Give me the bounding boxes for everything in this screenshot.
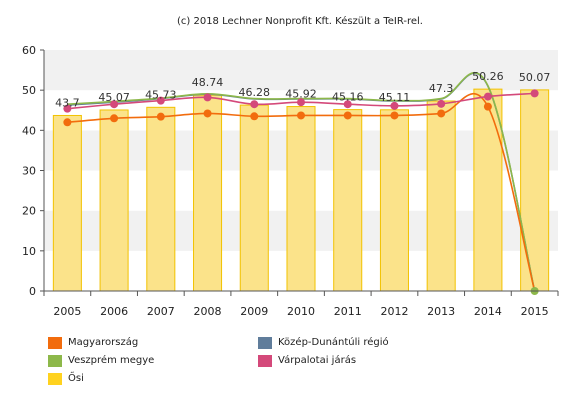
x-tick-label-2008: 2008 xyxy=(194,305,222,318)
bar-2008[interactable] xyxy=(193,94,223,292)
y-tick-label-50: 50 xyxy=(22,84,36,97)
x-tick-label-2007: 2007 xyxy=(147,305,175,318)
legend-item-veszprem-megye[interactable]: Veszprém megye xyxy=(48,354,154,368)
y-tick-label-20: 20 xyxy=(22,205,36,218)
data-label-2015: 50.07 xyxy=(519,71,551,84)
bar-2011[interactable] xyxy=(333,109,363,292)
x-tick-label-2010: 2010 xyxy=(287,305,315,318)
legend-label: Veszprém megye xyxy=(68,355,155,366)
data-label-2011: 45.16 xyxy=(332,91,364,104)
point-v-rpalotai-j-r-s-2012[interactable] xyxy=(390,101,399,110)
series-points xyxy=(63,89,539,295)
point-magyarorsz-g-2013[interactable] xyxy=(437,109,446,118)
legend-item-kozep-dunantuli-regio[interactable]: Közép-Dunántúli régió xyxy=(258,336,389,350)
point-v-rpalotai-j-r-s-2006[interactable] xyxy=(110,100,119,109)
bars xyxy=(52,88,550,292)
bar-2006[interactable] xyxy=(99,109,129,292)
legend-swatch xyxy=(48,337,62,349)
legend-swatch xyxy=(258,355,272,367)
legend-label: Várpalotai járás xyxy=(278,355,357,366)
point-v-rpalotai-j-r-s-2015[interactable] xyxy=(530,89,539,98)
legend-label: Ősi xyxy=(68,373,84,384)
y-tick-label-30: 30 xyxy=(22,165,36,178)
legend: Magyarország Közép-Dunántúli régió Veszp… xyxy=(48,336,568,396)
point-magyarorsz-g-2014[interactable] xyxy=(483,102,492,111)
bar-2014[interactable] xyxy=(473,88,503,292)
data-label-2005: 43.7 xyxy=(55,96,80,109)
data-label-2012: 45.11 xyxy=(379,91,411,104)
bar-2007[interactable] xyxy=(146,106,176,292)
point-magyarorsz-g-2010[interactable] xyxy=(297,111,305,120)
point-v-rpalotai-j-r-s-2013[interactable] xyxy=(437,99,446,108)
point-v-rpalotai-j-r-s-2009[interactable] xyxy=(250,100,259,109)
data-label-2009: 46.28 xyxy=(239,86,271,99)
point-v-rpalotai-j-r-s-2011[interactable] xyxy=(343,100,352,109)
point-magyarorsz-g-2008[interactable] xyxy=(203,109,212,118)
x-tick-label-2012: 2012 xyxy=(380,305,408,318)
series-line-veszpr-m-megye xyxy=(67,71,536,292)
point-magyarorsz-g-2006[interactable] xyxy=(110,114,119,123)
data-label-2010: 45.92 xyxy=(285,88,317,101)
legend-item-osi[interactable]: Ősi xyxy=(48,372,84,386)
y-tick-label-60: 60 xyxy=(22,44,36,57)
point-v-rpalotai-j-r-s-2005[interactable] xyxy=(63,104,72,113)
point-magyarorsz-g-2005[interactable] xyxy=(63,118,72,127)
point-v-rpalotai-j-r-s-2010[interactable] xyxy=(297,98,305,107)
x-tick-label-2014: 2014 xyxy=(474,305,502,318)
data-label-2014: 50.26 xyxy=(472,70,504,83)
point-v-rpalotai-j-r-s-2007[interactable] xyxy=(156,96,165,105)
legend-item-varpalotai-jaras[interactable]: Várpalotai járás xyxy=(258,354,356,368)
data-label-2008: 48.74 xyxy=(192,76,224,89)
bar-2010[interactable] xyxy=(286,106,316,292)
legend-label: Magyarország xyxy=(68,337,139,348)
y-tick-label-10: 10 xyxy=(22,245,36,258)
legend-item-magyarorszag[interactable]: Magyarország xyxy=(48,336,138,350)
data-label-2006: 45.07 xyxy=(98,91,130,104)
legend-label: Közép-Dunántúli régió xyxy=(278,337,389,348)
point-magyarorsz-g-2012[interactable] xyxy=(390,111,399,120)
legend-swatch xyxy=(258,337,272,349)
x-tick-label-2011: 2011 xyxy=(334,305,362,318)
x-tick-label-2006: 2006 xyxy=(100,305,128,318)
point-magyarorsz-g-2009[interactable] xyxy=(250,112,259,121)
point-magyarorsz-g-2011[interactable] xyxy=(343,111,352,120)
chart-title: (c) 2018 Lechner Nonprofit Kft. Készült … xyxy=(177,15,423,27)
x-tick-label-2009: 2009 xyxy=(240,305,268,318)
legend-swatch xyxy=(48,373,62,385)
axes: 0 10 20 30 40 50 60 2005 2006 2007 2008 2009 2010 201… xyxy=(22,44,559,318)
y-tick-label-40: 40 xyxy=(22,124,36,137)
x-tick-label-2015: 2015 xyxy=(521,305,549,318)
series-line-magyarorsz-g xyxy=(67,92,536,292)
x-tick-label-2013: 2013 xyxy=(427,305,455,318)
bar-2012[interactable] xyxy=(379,109,409,292)
point-magyarorsz-g-2007[interactable] xyxy=(156,112,165,121)
data-label-2007: 45.73 xyxy=(145,88,177,101)
y-tick-label-0: 0 xyxy=(29,285,36,298)
grid-band xyxy=(44,50,558,91)
bar-2005[interactable] xyxy=(52,114,82,292)
bar-2013[interactable] xyxy=(426,100,456,292)
data-labels: 43.7 45.07 45.73 48.74 46.28 45.92 45.16 45.11 4… xyxy=(55,70,550,109)
bar-2009[interactable] xyxy=(239,104,269,292)
legend-swatch xyxy=(48,355,62,367)
point-v-rpalotai-j-r-s-2014[interactable] xyxy=(483,92,492,101)
x-tick-label-2005: 2005 xyxy=(53,305,81,318)
data-label-2013: 47.3 xyxy=(429,82,454,95)
point-v-rpalotai-j-r-s-2008[interactable] xyxy=(203,93,212,102)
bar-2015[interactable] xyxy=(520,89,550,292)
